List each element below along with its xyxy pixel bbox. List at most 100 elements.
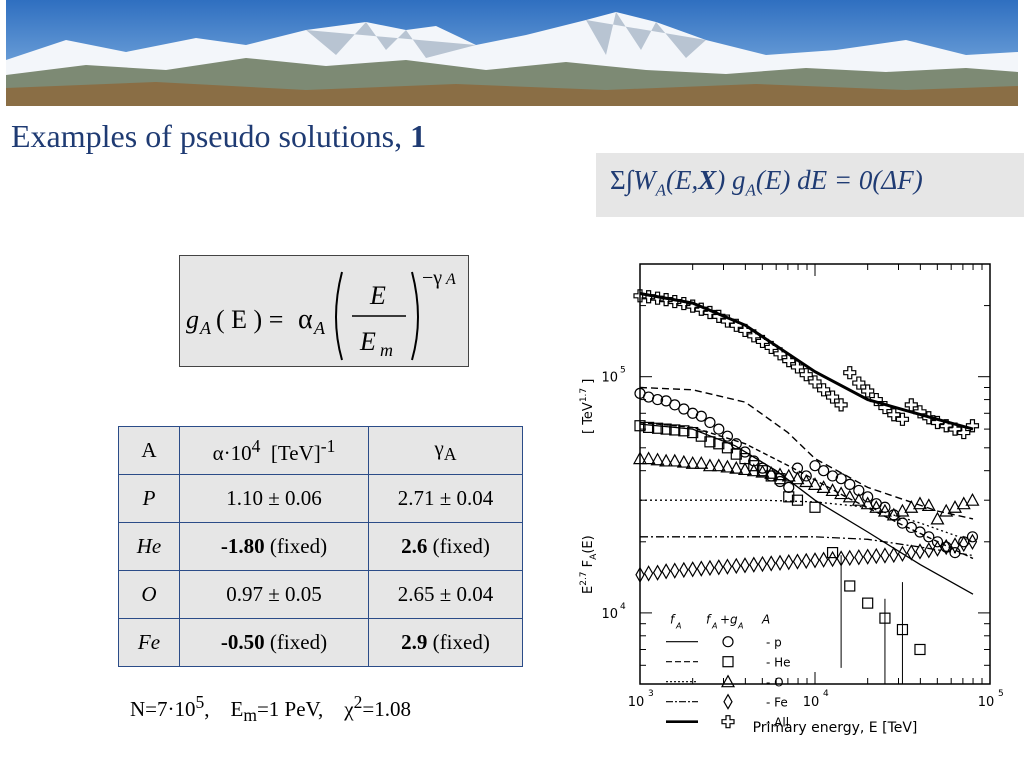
param-n: N=7·10 (130, 697, 196, 721)
data-point (965, 492, 980, 506)
header-gamma-text: γ (434, 435, 444, 460)
mountain-banner-image (6, 0, 1018, 106)
row-alpha-value: -1.80 (220, 534, 265, 558)
legend-marker (722, 636, 734, 648)
legend-marker (721, 715, 735, 729)
row-alpha-value: 0.97 ± 0.05 (226, 582, 322, 606)
data-point (924, 542, 934, 559)
data-point (695, 430, 707, 442)
data-point (764, 340, 778, 355)
legend-entry: - O (666, 674, 784, 690)
data-point (729, 460, 744, 474)
x-tick-label-exp: 5 (998, 689, 1004, 699)
param-n-sup: 5 (195, 692, 205, 712)
data-point (791, 494, 804, 506)
data-point (878, 400, 892, 415)
fit-curve-fe-dashdot (640, 536, 974, 557)
formula-g-sub: A (199, 318, 212, 338)
data-point (677, 296, 691, 311)
formula-exponent-sub: A (445, 271, 456, 288)
data-point (949, 547, 961, 559)
data-point (915, 543, 925, 560)
data-point (930, 415, 945, 430)
data-point (746, 463, 761, 477)
data-point (686, 299, 700, 313)
data-point (826, 547, 839, 559)
data-point (731, 557, 741, 575)
data-point (721, 430, 734, 442)
header-unit-sup: -1 (320, 435, 336, 456)
fit-curve-o (639, 421, 974, 560)
data-point (835, 473, 847, 485)
row-alpha-value: -0.50 (220, 630, 265, 654)
data-point (818, 551, 829, 568)
x-tick-label-exp: 4 (823, 689, 829, 699)
data-point (676, 454, 691, 468)
legend-label: - Fe (766, 696, 788, 710)
fit-parameters-table: A α·104 [TeV]-1 γA P 1.10 ± 0.06 2.71 ± … (118, 426, 523, 667)
data-point (808, 375, 822, 389)
data-point (635, 566, 645, 583)
formula-alpha-sub: A (313, 318, 326, 338)
y-tick-label: 10 5 (601, 366, 625, 386)
series-diamond (635, 533, 978, 583)
param-n-sep: , (204, 697, 210, 721)
param-em-val: =1 PeV, (256, 697, 324, 721)
data-point (755, 334, 770, 349)
row-gamma-value: 2.6 (401, 534, 428, 558)
param-em: E (230, 697, 244, 721)
data-point (713, 423, 725, 435)
spectrum-formula: g A ( E ) = α A E E m −γ A (186, 267, 456, 361)
data-point (782, 353, 796, 368)
legend-label: - O (766, 676, 784, 690)
header-gamma-sub: A (443, 444, 457, 465)
formula-arg: ( E ) = (216, 305, 283, 334)
row-alpha: -1.80 (fixed) (179, 522, 369, 571)
data-point (860, 496, 875, 510)
fit-curve-he (639, 386, 974, 520)
y-axis-label: E2.7 FA(E) [ TeV1.7 ] (579, 379, 599, 594)
fit-summary: N=7·105, Em=1 PeV, χ2=1.08 (130, 692, 411, 726)
legend-label: - He (766, 656, 791, 670)
data-point (817, 383, 831, 397)
header-unit: [TeV] (270, 440, 321, 465)
param-chi-val: =1.08 (362, 697, 411, 721)
data-point (809, 460, 821, 472)
data-point (790, 471, 805, 485)
y-axis-label-text: E2.7 FA(E) (579, 535, 599, 594)
data-point (740, 557, 750, 574)
data-point (641, 451, 656, 465)
data-point (678, 403, 690, 415)
data-point (704, 416, 716, 429)
data-point (783, 491, 795, 503)
data-point (932, 540, 943, 557)
legend-header-fag-sub1: A (711, 622, 717, 631)
legend-marker (723, 693, 733, 710)
mountain-banner (6, 0, 1018, 106)
data-point (755, 464, 770, 478)
formula-right-paren (411, 271, 419, 361)
slide-title-text: Examples of pseudo solutions, (11, 118, 411, 154)
legend-entry: - He (666, 656, 791, 670)
legend-marker (720, 674, 736, 688)
data-point (705, 559, 715, 577)
equation-end: ) (913, 165, 923, 195)
data-point (869, 392, 883, 407)
legend-header-fag: f (706, 613, 712, 627)
table-header-row: A α·104 [TeV]-1 γA (118, 426, 523, 475)
data-point (966, 531, 979, 543)
data-point (862, 491, 874, 503)
row-gamma-note: (fixed) (427, 630, 490, 654)
spectrum-formula-box: g A ( E ) = α A E E m −γ A (179, 255, 469, 367)
data-point (904, 398, 918, 412)
data-point (959, 535, 969, 553)
equation-rest: (E) dE = 0( (755, 165, 882, 195)
data-point (930, 511, 945, 525)
data-point (642, 290, 656, 304)
x-axis-label: Primary energy, E [TeV] (753, 720, 918, 736)
data-point (939, 419, 953, 433)
formula-g: g (186, 305, 199, 334)
data-point (889, 546, 899, 564)
